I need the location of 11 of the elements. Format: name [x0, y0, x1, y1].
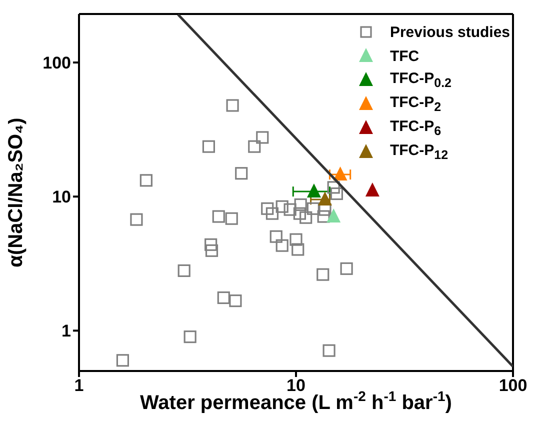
legend-label: TFC — [390, 48, 420, 64]
legend-label: TFC-P$_{0.2}$ — [390, 70, 452, 90]
y-tick-label: 100 — [42, 54, 71, 73]
legend-label: TFC-P$_{6}$ — [390, 118, 442, 138]
legend-label: Previous studies — [390, 24, 510, 40]
legend-label: TFC-P$_{12}$ — [390, 142, 448, 162]
y-tick-label: 1 — [62, 322, 71, 341]
y-tick-label: 10 — [52, 188, 71, 207]
x-tick-label: 100 — [498, 376, 528, 396]
x-tick-label: 1 — [74, 376, 84, 396]
legend-label: TFC-P$_{2}$ — [390, 94, 442, 114]
